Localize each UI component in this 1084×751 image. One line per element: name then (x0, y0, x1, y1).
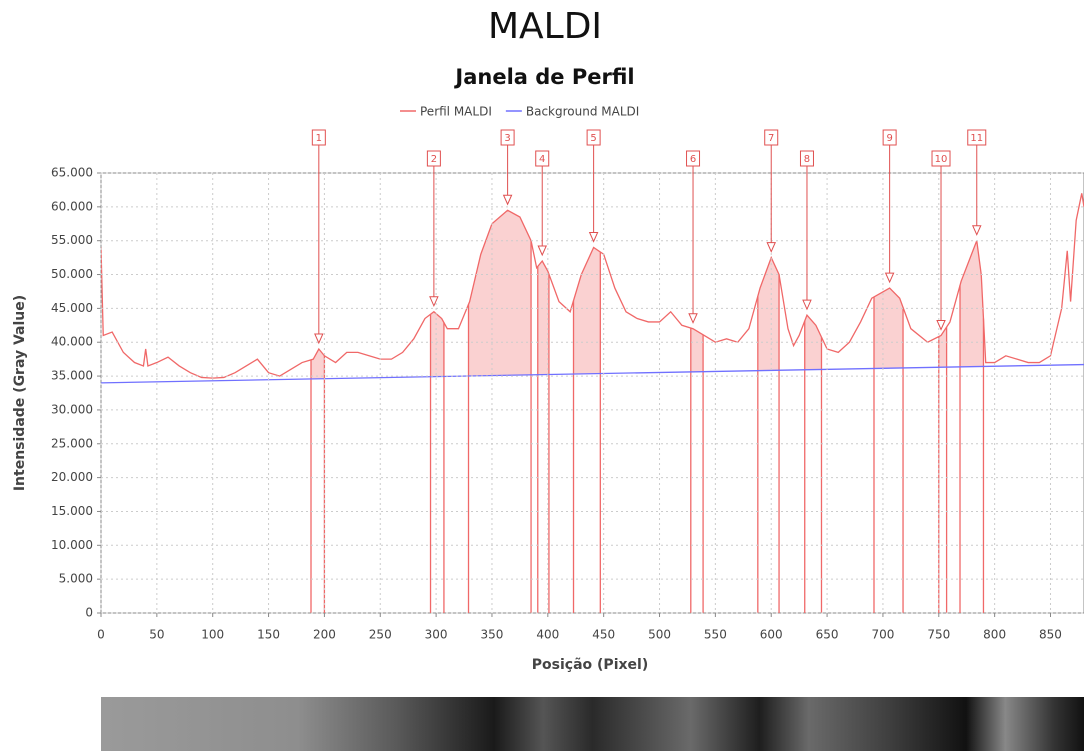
chart: MALDI Janela de Perfil Posição (Pixel) I… (0, 0, 1084, 751)
peak-area (874, 288, 903, 368)
peak-label: 11 (970, 133, 983, 144)
peak-area (691, 328, 703, 372)
peak-area (538, 261, 549, 375)
y-tick-label: 0 (85, 606, 93, 620)
x-tick-label: 350 (481, 628, 504, 642)
y-tick-label: 5.000 (59, 572, 93, 586)
x-tick-label: 150 (257, 628, 280, 642)
x-tick-label: 0 (97, 628, 105, 642)
x-tick-label: 800 (983, 628, 1006, 642)
legend-label: Perfil MALDI (420, 105, 492, 119)
x-tick-label: 650 (816, 628, 839, 642)
y-tick-label: 15.000 (51, 504, 93, 518)
x-tick-label: 700 (871, 628, 894, 642)
legend-label: Background MALDI (526, 105, 639, 119)
y-tick-label: 65.000 (51, 166, 93, 180)
y-tick-label: 30.000 (51, 402, 93, 416)
x-tick-label: 600 (760, 628, 783, 642)
peak-label: 3 (504, 133, 510, 144)
x-tick-label: 750 (927, 628, 950, 642)
x-tick-label: 400 (536, 628, 559, 642)
y-tick-label: 55.000 (51, 233, 93, 247)
peak-label: 5 (590, 133, 596, 144)
y-axis-label: Intensidade (Gray Value) (12, 295, 28, 491)
x-tick-label: 200 (313, 628, 336, 642)
peak-label: 10 (935, 154, 948, 165)
x-tick-label: 50 (149, 628, 164, 642)
y-tick-label: 35.000 (51, 369, 93, 383)
peak-label: 4 (539, 154, 545, 165)
y-tick-label: 60.000 (51, 199, 93, 213)
peak-label: 9 (886, 133, 892, 144)
y-tick-label: 10.000 (51, 538, 93, 552)
y-tick-label: 40.000 (51, 335, 93, 349)
peak-label: 2 (431, 154, 437, 165)
chart-title: Janela de Perfil (453, 65, 634, 89)
y-tick-label: 45.000 (51, 301, 93, 315)
y-tick-label: 25.000 (51, 436, 93, 450)
page-title: MALDI (488, 6, 602, 47)
x-tick-label: 850 (1039, 628, 1062, 642)
gel-image (101, 697, 1084, 751)
x-axis-label: Posição (Pixel) (532, 657, 648, 673)
x-tick-label: 250 (369, 628, 392, 642)
peak-label: 7 (768, 133, 774, 144)
x-tick-label: 450 (592, 628, 615, 642)
peak-label: 8 (804, 154, 810, 165)
peak-label: 6 (690, 154, 696, 165)
x-tick-label: 500 (648, 628, 671, 642)
x-tick-label: 300 (425, 628, 448, 642)
peak-label: 1 (316, 133, 322, 144)
y-tick-label: 20.000 (51, 470, 93, 484)
x-tick-label: 100 (201, 628, 224, 642)
peak-area (431, 312, 444, 377)
y-tick-label: 50.000 (51, 267, 93, 281)
x-tick-label: 550 (704, 628, 727, 642)
